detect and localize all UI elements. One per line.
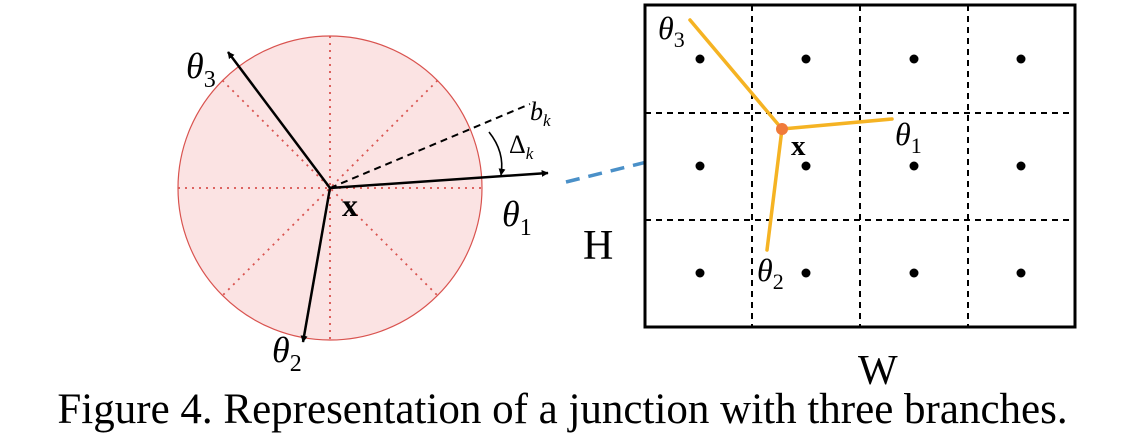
grid-height-label: H	[583, 223, 613, 269]
theta1-label: θ1	[502, 194, 532, 241]
bin-division-lines	[178, 36, 482, 340]
branch-theta1-arrow	[329, 169, 549, 190]
delta-k-angle-arc	[488, 131, 506, 176]
junction-branches	[688, 18, 894, 252]
delta-k-label: Δk	[509, 130, 534, 163]
grid-panel: θ3 θ1 θ2 x H W	[583, 3, 1077, 394]
theta2-label: θ2	[272, 330, 302, 377]
grid-cell-centers	[695, 54, 1026, 278]
figure-caption: Figure 4. Representation of a junction w…	[57, 386, 1068, 433]
grid-width-label: W	[858, 348, 898, 394]
grid-theta1-label: θ1	[895, 116, 922, 158]
branch-theta2-line	[765, 127, 784, 252]
bk-label: bk	[530, 97, 551, 130]
link-dashed-line	[565, 127, 781, 184]
theta3-label: θ3	[186, 46, 216, 93]
junction-point	[776, 123, 788, 135]
grid-junction-x-label: x	[791, 130, 806, 162]
branch-theta3-arrow	[227, 51, 331, 189]
grid-dashed-lines	[645, 5, 1075, 327]
junction-x-label: x	[342, 187, 358, 223]
branch-theta1-line	[780, 117, 894, 131]
branch-theta2-arrow	[300, 187, 332, 343]
branch-theta3-line	[688, 18, 784, 131]
junction-disc-panel: θ3 θ1 θ2 bk Δk x	[177, 35, 551, 377]
bin-direction-bk-line	[329, 103, 531, 189]
grid-theta2-label: θ2	[757, 252, 784, 294]
grid-theta3-label: θ3	[658, 10, 685, 52]
